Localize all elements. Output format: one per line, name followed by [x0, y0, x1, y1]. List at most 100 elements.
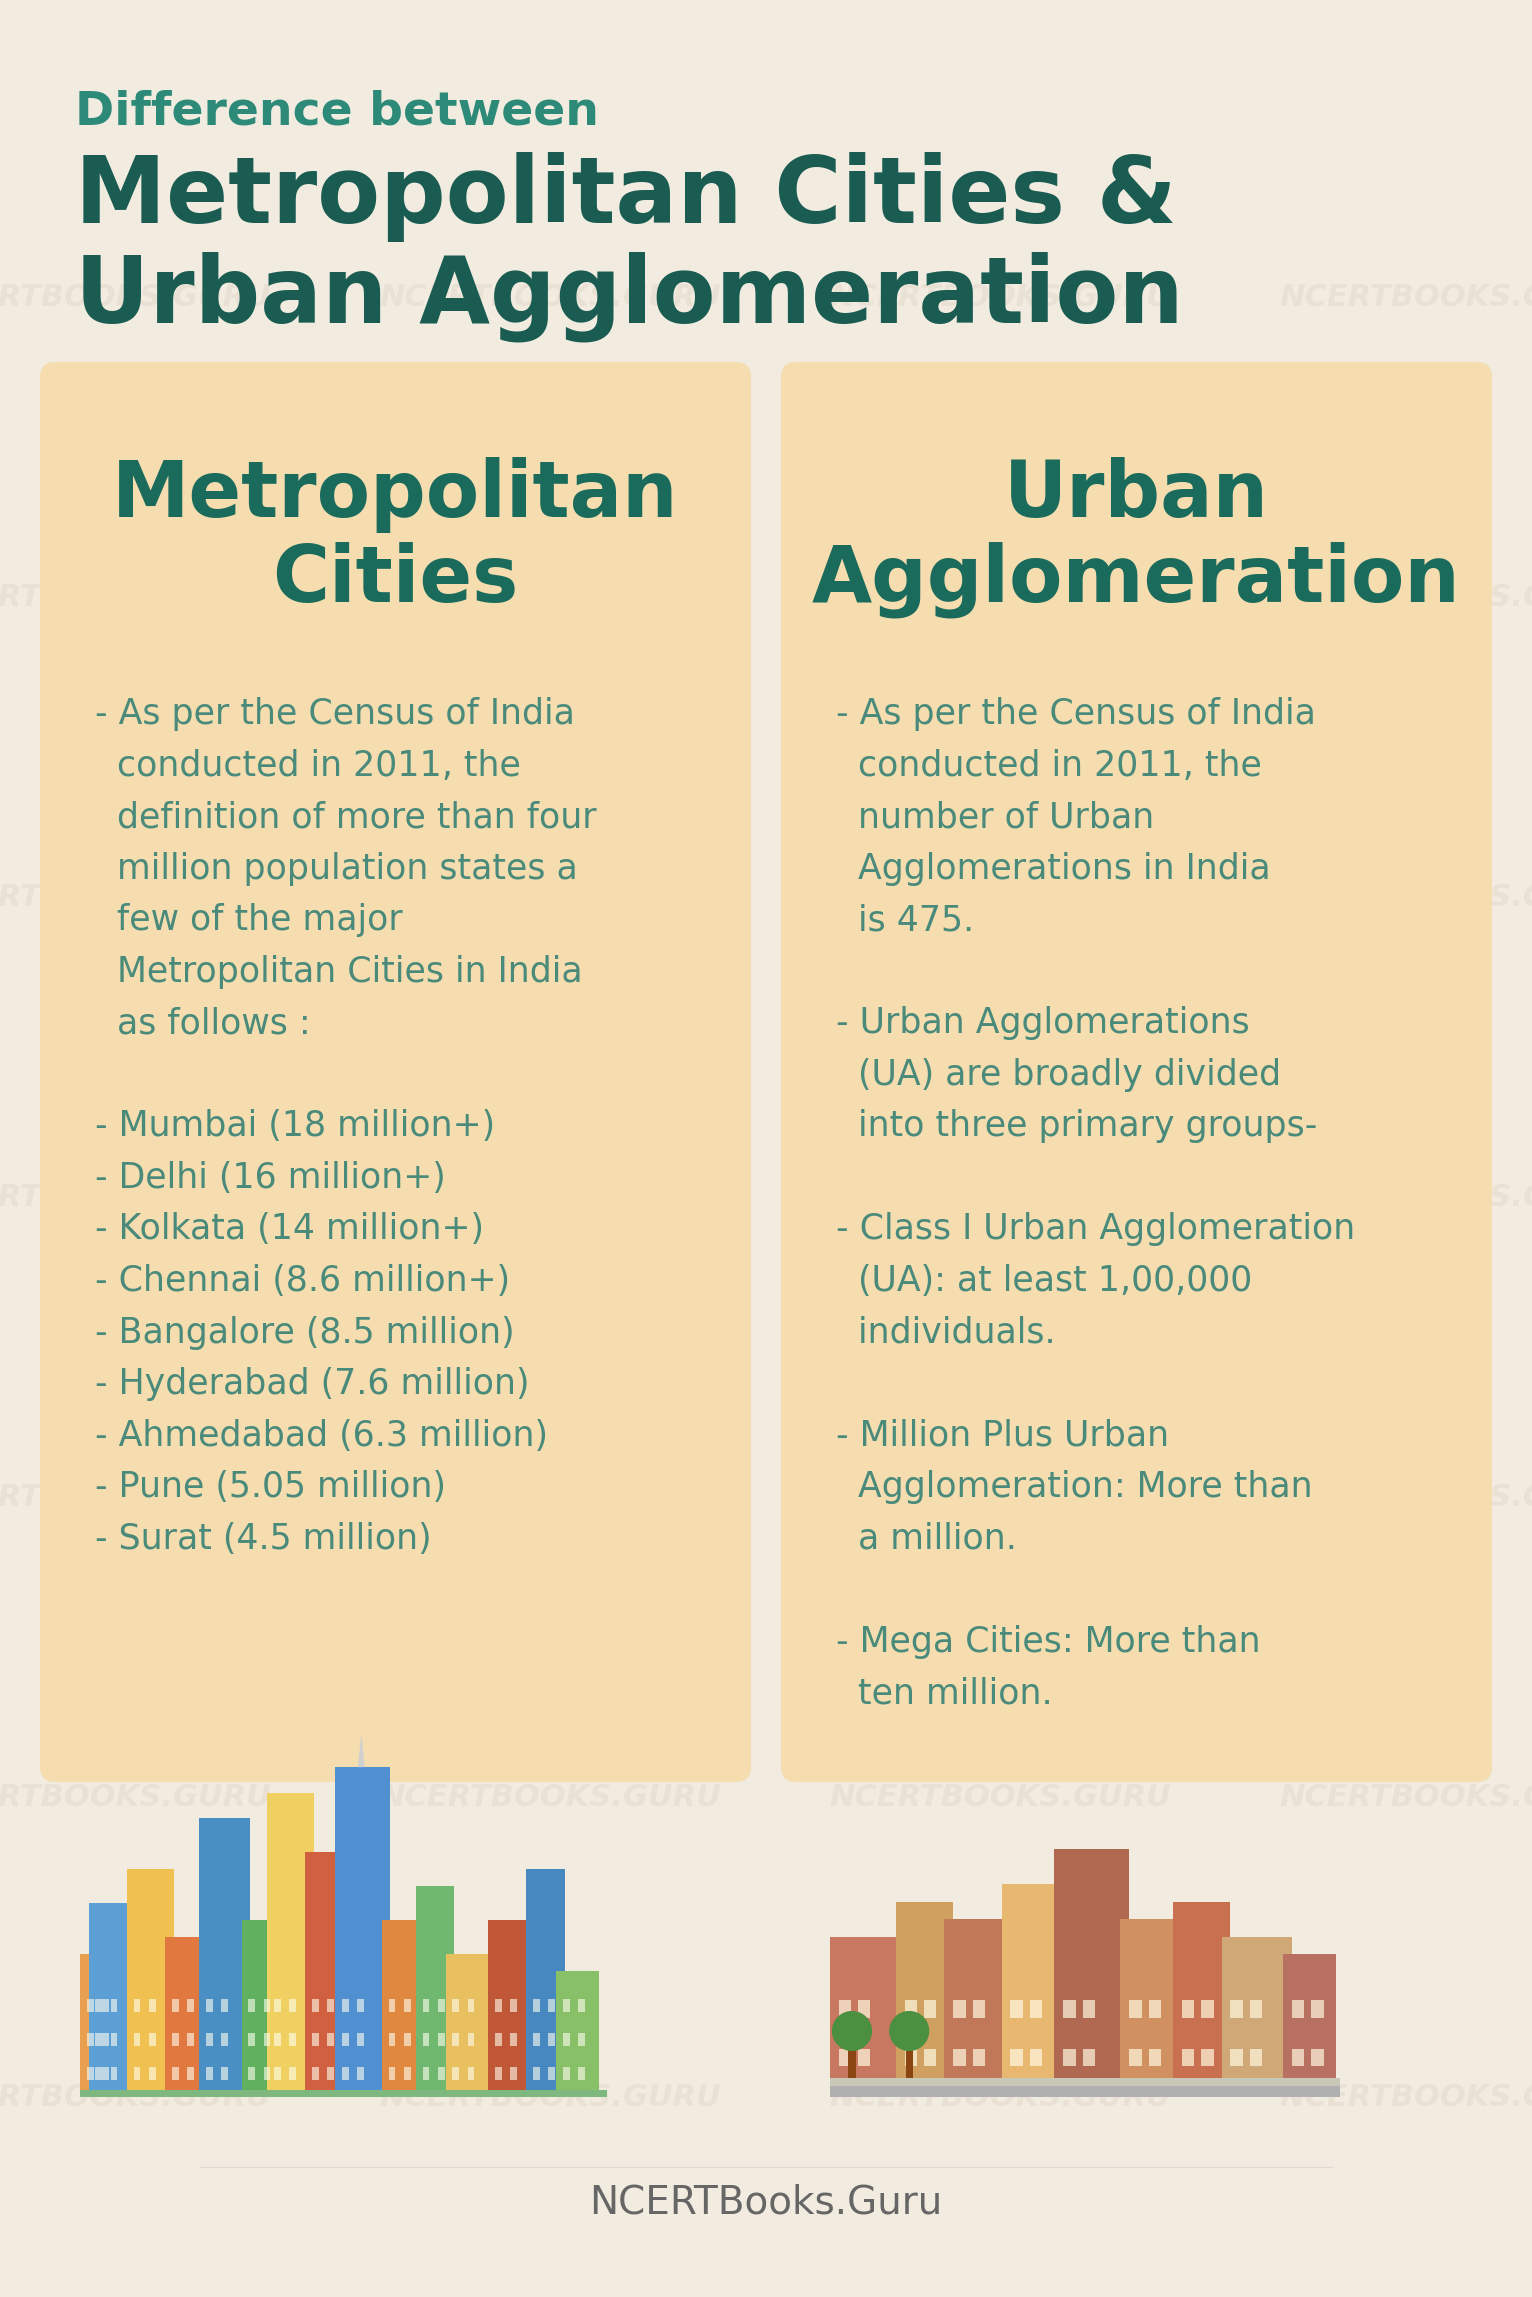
Text: NCERTBOOKS.GURU: NCERTBOOKS.GURU	[1279, 1183, 1532, 1211]
Polygon shape	[389, 2067, 395, 2081]
Polygon shape	[830, 1936, 901, 2079]
Polygon shape	[578, 1998, 585, 2012]
Polygon shape	[1149, 2001, 1161, 2017]
Polygon shape	[404, 2033, 411, 2047]
Polygon shape	[438, 2067, 444, 2081]
Polygon shape	[95, 2067, 103, 2081]
Polygon shape	[953, 2001, 965, 2017]
Polygon shape	[357, 1998, 365, 2012]
Polygon shape	[578, 2033, 585, 2047]
Polygon shape	[1011, 2049, 1023, 2067]
Polygon shape	[527, 1870, 564, 2090]
Polygon shape	[248, 1998, 256, 2012]
Polygon shape	[1054, 1849, 1129, 2079]
Polygon shape	[562, 2033, 570, 2047]
Polygon shape	[1201, 2001, 1213, 2017]
Polygon shape	[896, 1902, 953, 2079]
Polygon shape	[556, 1971, 599, 2090]
Polygon shape	[95, 1998, 103, 2012]
Text: NCERTBOOKS.GURU: NCERTBOOKS.GURU	[829, 1482, 1170, 1511]
Polygon shape	[452, 1998, 460, 2012]
Polygon shape	[1311, 2049, 1324, 2067]
Text: Urban
Agglomeration: Urban Agglomeration	[812, 457, 1462, 618]
Polygon shape	[840, 2049, 852, 2067]
Polygon shape	[1230, 2049, 1242, 2067]
Polygon shape	[172, 2067, 179, 2081]
Polygon shape	[944, 1920, 1011, 2079]
Polygon shape	[858, 2001, 870, 2017]
Polygon shape	[1284, 1955, 1336, 2079]
Polygon shape	[1149, 2049, 1161, 2067]
Text: Difference between: Difference between	[75, 90, 599, 136]
Polygon shape	[533, 2067, 539, 2081]
Text: NCERTBOOKS.GURU: NCERTBOOKS.GURU	[378, 283, 722, 312]
Polygon shape	[1030, 2001, 1042, 2017]
Polygon shape	[404, 1998, 411, 2012]
Polygon shape	[467, 1998, 475, 2012]
Polygon shape	[1291, 2001, 1304, 2017]
FancyBboxPatch shape	[781, 363, 1492, 1782]
Polygon shape	[342, 1998, 349, 2012]
Text: NCERTBOOKS.GURU: NCERTBOOKS.GURU	[0, 882, 271, 912]
Polygon shape	[328, 2033, 334, 2047]
Polygon shape	[357, 2033, 365, 2047]
Text: NCERTBOOKS.GURU: NCERTBOOKS.GURU	[378, 882, 722, 912]
Polygon shape	[221, 2033, 228, 2047]
Polygon shape	[548, 2067, 555, 2081]
Polygon shape	[248, 2033, 256, 2047]
Polygon shape	[248, 2067, 256, 2081]
Polygon shape	[149, 2067, 156, 2081]
Polygon shape	[205, 1998, 213, 2012]
Polygon shape	[1011, 2001, 1023, 2017]
Polygon shape	[452, 2067, 460, 2081]
Polygon shape	[423, 2067, 429, 2081]
Text: Metropolitan
Cities: Metropolitan Cities	[112, 457, 679, 618]
Polygon shape	[313, 2067, 319, 2081]
Polygon shape	[342, 2033, 349, 2047]
Polygon shape	[849, 2049, 855, 2079]
Polygon shape	[87, 2033, 93, 2047]
Polygon shape	[389, 1998, 395, 2012]
Polygon shape	[389, 2033, 395, 2047]
Polygon shape	[1002, 1884, 1063, 2079]
Polygon shape	[562, 1998, 570, 2012]
Polygon shape	[127, 1870, 173, 2090]
Polygon shape	[267, 1792, 314, 2090]
Polygon shape	[905, 2049, 913, 2079]
Polygon shape	[840, 2001, 852, 2017]
Text: - As per the Census of India
  conducted in 2011, the
  definition of more than : - As per the Census of India conducted i…	[95, 696, 596, 1555]
Circle shape	[832, 2012, 872, 2051]
Polygon shape	[133, 1998, 141, 2012]
Polygon shape	[328, 2067, 334, 2081]
Text: NCERTBOOKS.GURU: NCERTBOOKS.GURU	[0, 1482, 271, 1511]
Polygon shape	[187, 1998, 195, 2012]
Text: NCERTBOOKS.GURU: NCERTBOOKS.GURU	[0, 1782, 271, 1812]
Polygon shape	[133, 2033, 141, 2047]
Polygon shape	[264, 1998, 271, 2012]
FancyBboxPatch shape	[40, 363, 751, 1782]
Polygon shape	[858, 2049, 870, 2067]
Polygon shape	[510, 2033, 516, 2047]
Polygon shape	[290, 2033, 296, 2047]
Text: NCERTBOOKS.GURU: NCERTBOOKS.GURU	[829, 1183, 1170, 1211]
Polygon shape	[905, 2001, 918, 2017]
Polygon shape	[221, 2067, 228, 2081]
Polygon shape	[357, 2067, 365, 2081]
Polygon shape	[133, 2067, 141, 2081]
Polygon shape	[172, 1998, 179, 2012]
Polygon shape	[973, 2049, 985, 2067]
Polygon shape	[264, 2067, 271, 2081]
Text: NCERTBOOKS.GURU: NCERTBOOKS.GURU	[378, 1482, 722, 1511]
Polygon shape	[423, 1998, 429, 2012]
Text: NCERTBOOKS.GURU: NCERTBOOKS.GURU	[1279, 882, 1532, 912]
Polygon shape	[1063, 2001, 1075, 2017]
Polygon shape	[953, 2049, 965, 2067]
Polygon shape	[89, 1904, 127, 2090]
Polygon shape	[1230, 2001, 1242, 2017]
Polygon shape	[336, 1766, 391, 2090]
Text: NCERTBOOKS.GURU: NCERTBOOKS.GURU	[0, 583, 271, 611]
Polygon shape	[305, 1851, 343, 2090]
Polygon shape	[313, 2033, 319, 2047]
Polygon shape	[1129, 2049, 1141, 2067]
Polygon shape	[404, 2067, 411, 2081]
